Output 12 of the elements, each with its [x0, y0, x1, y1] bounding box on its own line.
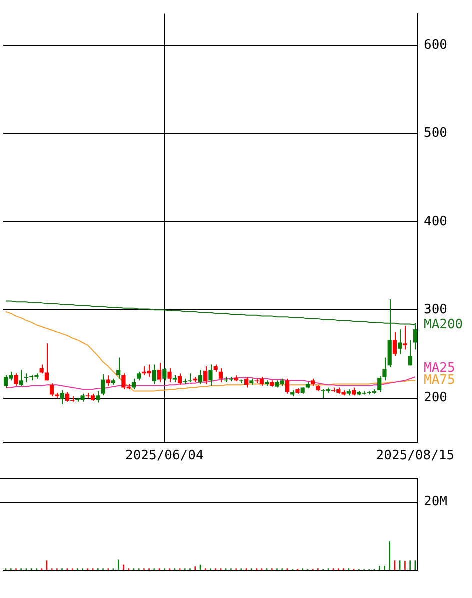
- y-tick-label: 300: [424, 302, 448, 318]
- series-label: MA75: [424, 373, 456, 388]
- x-tick-label: 2025/08/15: [376, 448, 455, 464]
- series-label: MA200: [424, 317, 464, 332]
- x-tick-label: 2025/06/04: [126, 448, 204, 464]
- y-tick-label: 600: [424, 38, 448, 53]
- candlestick: [188, 373, 192, 383]
- y-tick-label: 200: [424, 390, 448, 406]
- y-tick-label: 500: [424, 126, 448, 142]
- text: 20M: [424, 494, 448, 510]
- y-tick-label: 400: [424, 214, 448, 230]
- candlestick: [403, 325, 408, 350]
